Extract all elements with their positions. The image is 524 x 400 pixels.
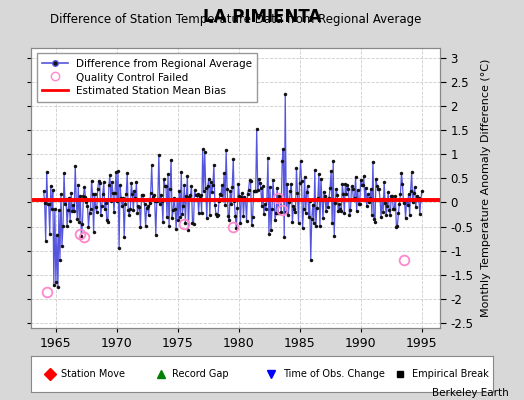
Y-axis label: Monthly Temperature Anomaly Difference (°C): Monthly Temperature Anomaly Difference (… (481, 59, 490, 317)
Title: Difference of Station Temperature Data from Regional Average: Difference of Station Temperature Data f… (50, 13, 421, 26)
Text: Empirical Break: Empirical Break (412, 369, 488, 379)
Text: Berkeley Earth: Berkeley Earth (432, 388, 508, 398)
Legend: Difference from Regional Average, Quality Control Failed, Estimated Station Mean: Difference from Regional Average, Qualit… (37, 53, 257, 102)
Text: LA PIMIENTA: LA PIMIENTA (203, 8, 321, 26)
Text: Time of Obs. Change: Time of Obs. Change (283, 369, 385, 379)
Text: Station Move: Station Move (61, 369, 125, 379)
Text: Record Gap: Record Gap (172, 369, 228, 379)
